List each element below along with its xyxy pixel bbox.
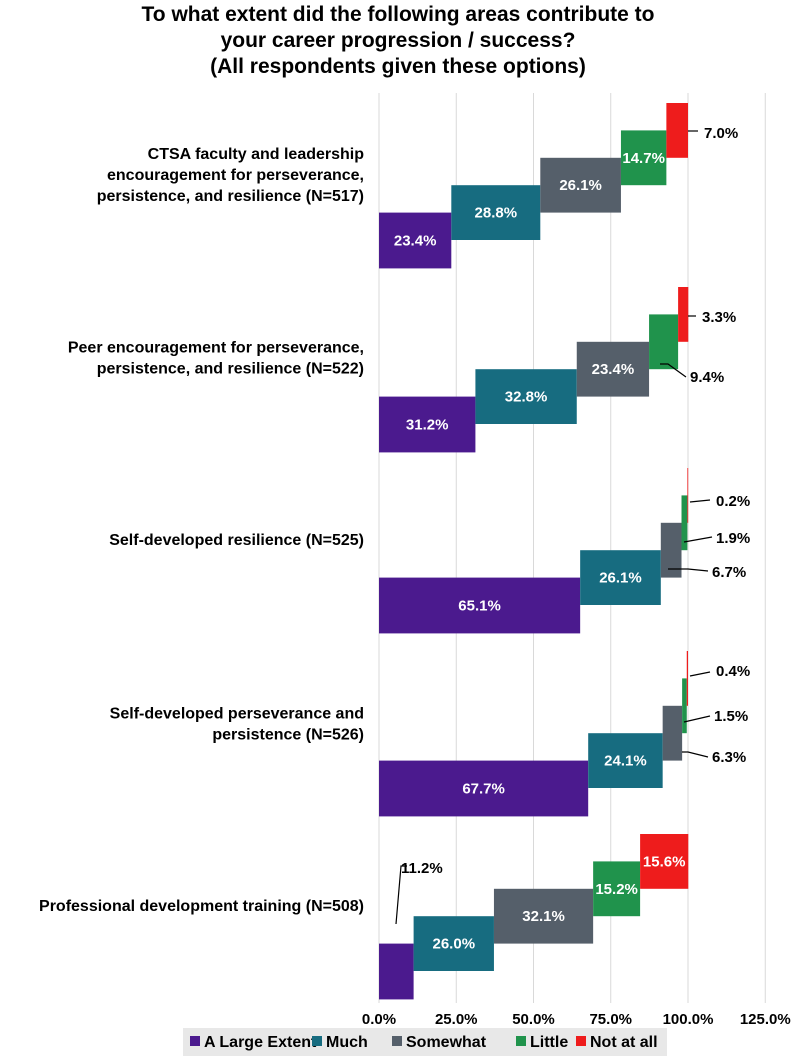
data-label: 15.6% bbox=[643, 853, 686, 870]
leader-line bbox=[395, 865, 407, 925]
bar-segment bbox=[649, 314, 679, 370]
chart-title-line: (All respondents given these options) bbox=[210, 55, 586, 78]
data-label: 14.7% bbox=[622, 150, 665, 167]
data-label: 28.8% bbox=[475, 205, 518, 222]
data-label: 11.2% bbox=[401, 860, 443, 877]
category-label: Self-developed resilience (N=525) bbox=[109, 532, 364, 549]
data-label: 32.8% bbox=[505, 389, 548, 406]
data-label: 23.4% bbox=[394, 233, 437, 250]
bar-segment bbox=[682, 678, 687, 734]
data-label: 65.1% bbox=[458, 598, 501, 615]
legend: A Large Extent Much Somewhat Little Not at a… bbox=[183, 1028, 667, 1056]
data-label: 26.1% bbox=[599, 570, 642, 587]
data-label: 26.1% bbox=[559, 177, 602, 194]
bar-segment bbox=[640, 834, 689, 889]
data-label: 67.7% bbox=[462, 781, 505, 798]
data-label: 23.4% bbox=[592, 361, 635, 378]
leader-line bbox=[683, 715, 711, 723]
chart-title: To what extent did the following areas c… bbox=[142, 3, 655, 78]
data-label: 15.2% bbox=[595, 881, 638, 898]
bar-segment bbox=[687, 468, 689, 523]
data-label: 6.7% bbox=[712, 564, 746, 581]
bar-segment bbox=[678, 287, 689, 342]
category-label: Professional development training (N=508… bbox=[39, 898, 364, 915]
legend-swatch bbox=[190, 1036, 200, 1046]
bar-segment bbox=[413, 916, 494, 971]
bar-segment bbox=[666, 103, 688, 158]
leader-line bbox=[683, 536, 713, 543]
data-label: 9.4% bbox=[690, 369, 724, 386]
data-label: 7.0% bbox=[704, 125, 738, 142]
category-label: Peer encouragement for perseverance, bbox=[68, 340, 364, 357]
bar-segment bbox=[686, 651, 688, 706]
bar-segment bbox=[475, 369, 577, 424]
data-label: 26.0% bbox=[433, 936, 476, 953]
x-axis-tick-labels: 0.0% 25.0% 50.0% 75.0% 100.0% 125.0% bbox=[362, 1011, 791, 1028]
legend-swatch bbox=[392, 1036, 402, 1046]
category-label: persistence (N=526) bbox=[212, 727, 364, 744]
legend-label: Little bbox=[530, 1034, 568, 1051]
bars bbox=[379, 103, 689, 1000]
legend-background bbox=[183, 1028, 667, 1056]
legend-swatch bbox=[576, 1036, 586, 1046]
x-tick-label: 75.0% bbox=[589, 1011, 632, 1028]
data-label: 6.3% bbox=[712, 749, 746, 766]
leader-line bbox=[668, 568, 709, 572]
x-tick-label: 50.0% bbox=[512, 1011, 555, 1028]
data-label: 1.5% bbox=[714, 708, 748, 725]
category-label: persistence, and resilience (N=517) bbox=[97, 188, 364, 205]
bar-segment bbox=[576, 341, 650, 397]
category-label: CTSA faculty and leadership bbox=[148, 146, 365, 163]
category-label: encouragement for perseverance, bbox=[107, 167, 364, 184]
data-labels: 23.4% 28.8% 26.1% 14.7% 7.0% 31.2% 32.8% 23.4% 9… bbox=[394, 125, 750, 953]
bar-segment bbox=[379, 760, 589, 817]
leader-line bbox=[682, 751, 709, 758]
category-labels: CTSA faculty and leadership encouragement… bbox=[39, 146, 364, 915]
x-tick-label: 125.0% bbox=[740, 1011, 791, 1028]
bar-segment bbox=[379, 212, 452, 269]
chart-title-line: your career progression / success? bbox=[221, 29, 576, 52]
legend-label: Somewhat bbox=[406, 1034, 487, 1051]
x-tick-label: 100.0% bbox=[663, 1011, 714, 1028]
category-label: persistence, and resilience (N=522) bbox=[97, 361, 364, 378]
legend-label: A Large Extent bbox=[204, 1034, 317, 1051]
bar-segment bbox=[620, 130, 667, 186]
bar-segment bbox=[662, 705, 683, 761]
x-tick-label: 25.0% bbox=[435, 1011, 478, 1028]
data-label: 0.2% bbox=[716, 493, 750, 510]
data-label: 24.1% bbox=[604, 753, 647, 770]
leader-line bbox=[660, 363, 687, 378]
legend-label: Much bbox=[326, 1034, 368, 1051]
category-label: Self-developed perseverance and bbox=[110, 706, 364, 723]
bar-segment bbox=[451, 185, 541, 240]
chart-title-line: To what extent did the following areas c… bbox=[142, 3, 655, 26]
bar-segment bbox=[593, 861, 641, 917]
x-tick-label: 0.0% bbox=[362, 1011, 396, 1028]
leader-line bbox=[689, 671, 711, 677]
legend-swatch bbox=[312, 1036, 322, 1046]
bar-segment bbox=[588, 733, 663, 788]
bar-segment bbox=[379, 396, 476, 453]
legend-swatch bbox=[516, 1036, 526, 1046]
bar-segment bbox=[681, 495, 688, 551]
bar-segment bbox=[580, 550, 661, 605]
bar-segment bbox=[379, 943, 414, 1000]
bar-segment bbox=[660, 522, 682, 578]
bar-segment bbox=[379, 577, 581, 634]
bar-segment bbox=[493, 888, 594, 944]
data-label: 0.4% bbox=[716, 663, 750, 680]
legend-label: Not at all bbox=[590, 1034, 658, 1051]
leader-line bbox=[689, 499, 711, 503]
bar-segment bbox=[540, 157, 621, 213]
data-label: 31.2% bbox=[406, 417, 449, 434]
data-label: 1.9% bbox=[716, 530, 750, 547]
data-label: 3.3% bbox=[702, 309, 736, 326]
data-label: 32.1% bbox=[522, 908, 565, 925]
